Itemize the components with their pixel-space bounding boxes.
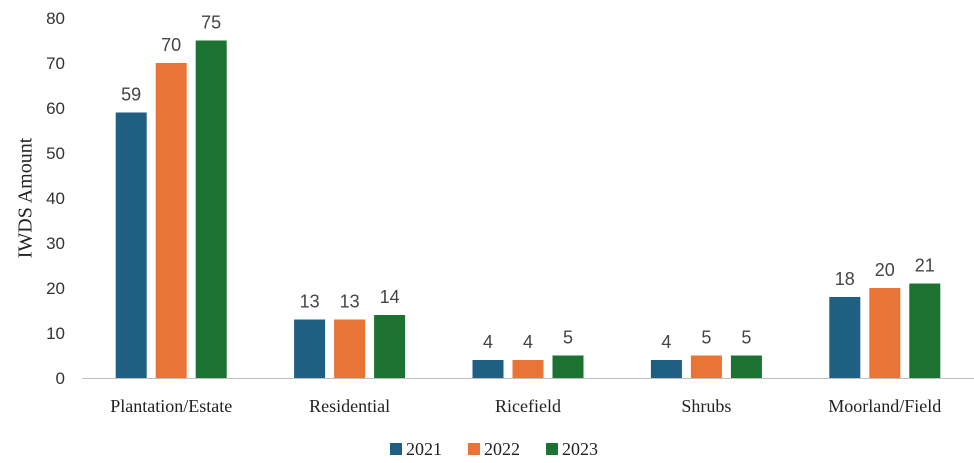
bar-2022: [155, 63, 187, 378]
bar-2023: [909, 283, 941, 378]
data-label: 13: [300, 292, 320, 312]
bar-2023: [552, 355, 584, 378]
bar-2022: [334, 319, 366, 378]
category-label: Residential: [309, 396, 390, 416]
data-label: 21: [915, 256, 935, 276]
data-label: 13: [340, 292, 360, 312]
y-tick-label: 60: [46, 99, 65, 118]
category-labels: Plantation/Estate Residential Ricefield Shr…: [110, 396, 941, 416]
data-labels: 59 70 75 13 13 14 4 4 5 4 5 5 18 20 21: [121, 13, 935, 353]
y-tick-label: 30: [46, 234, 65, 253]
legend-swatch-2021: [390, 443, 402, 455]
data-label: 4: [483, 332, 493, 352]
y-tick-label: 50: [46, 144, 65, 163]
data-label: 70: [161, 35, 181, 55]
data-label: 4: [661, 332, 671, 352]
data-label: 4: [523, 332, 533, 352]
data-label: 75: [201, 13, 221, 33]
bar-2023: [195, 40, 227, 378]
bar-2023: [374, 315, 406, 378]
category-label: Ricefield: [495, 396, 561, 416]
data-label: 5: [741, 328, 751, 348]
bars: [115, 40, 941, 378]
y-tick-label: 20: [46, 279, 65, 298]
y-tick-label: 80: [46, 9, 65, 28]
data-label: 5: [563, 328, 573, 348]
legend-label: 2023: [562, 439, 598, 459]
bar-2021: [472, 360, 504, 378]
bar-2023: [730, 355, 762, 378]
y-axis: 0 10 20 30 40 50 60 70 80: [46, 9, 65, 388]
bar-2022: [512, 360, 544, 378]
category-label: Plantation/Estate: [110, 396, 232, 416]
bar-2021: [294, 319, 326, 378]
bar-2021: [829, 297, 861, 378]
legend-swatch-2023: [546, 443, 558, 455]
y-tick-label: 0: [56, 369, 65, 388]
data-label: 20: [875, 260, 895, 280]
data-label: 59: [121, 85, 141, 105]
data-label: 14: [380, 287, 400, 307]
bar-2022: [869, 288, 901, 378]
y-tick-label: 40: [46, 189, 65, 208]
y-tick-label: 70: [46, 54, 65, 73]
legend: 2021 2022 2023: [390, 439, 598, 459]
category-label: Shrubs: [681, 396, 731, 416]
bar-2022: [690, 355, 722, 378]
data-label: 5: [701, 328, 711, 348]
bar-2021: [650, 360, 682, 378]
legend-swatch-2022: [468, 443, 480, 455]
data-label: 18: [835, 269, 855, 289]
y-axis-title: IWDS Amount: [15, 137, 37, 258]
y-tick-label: 10: [46, 324, 65, 343]
category-label: Moorland/Field: [828, 396, 941, 416]
legend-label: 2022: [484, 439, 520, 459]
legend-label: 2021: [406, 439, 442, 459]
bar-2021: [115, 112, 147, 378]
